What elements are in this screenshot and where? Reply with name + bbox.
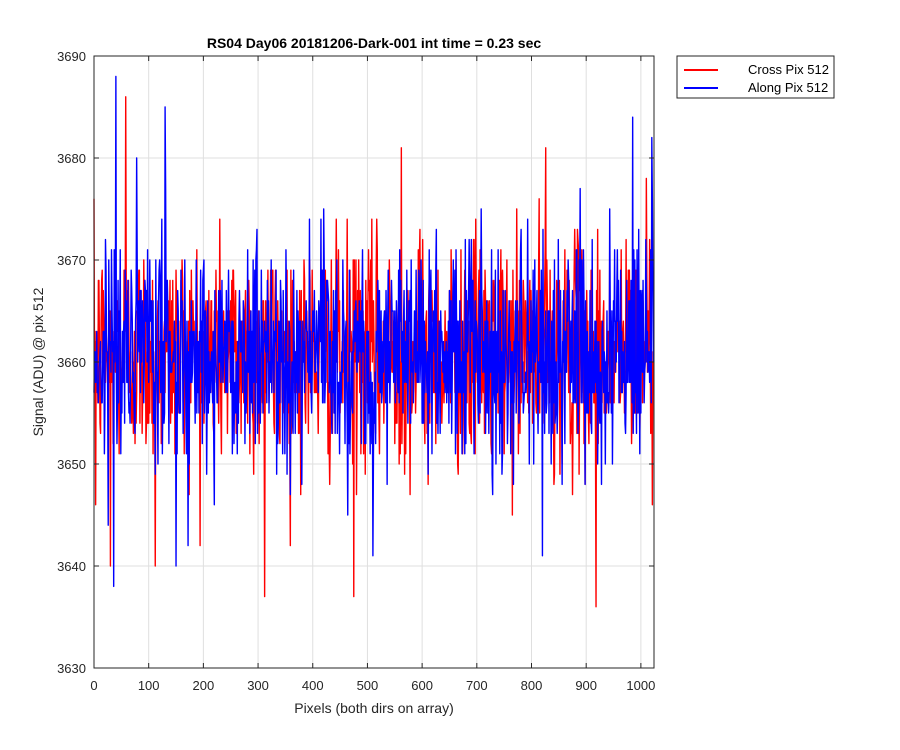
x-tick-label: 600 bbox=[411, 678, 433, 693]
y-axis-label: Signal (ADU) @ pix 512 bbox=[30, 287, 46, 436]
y-tick-label: 3670 bbox=[57, 253, 86, 268]
x-tick-label: 200 bbox=[193, 678, 215, 693]
legend-label-cross: Cross Pix 512 bbox=[748, 62, 829, 77]
x-tick-label: 800 bbox=[521, 678, 543, 693]
legend-label-along: Along Pix 512 bbox=[748, 80, 828, 95]
y-tick-label: 3630 bbox=[57, 661, 86, 676]
x-tick-label: 900 bbox=[575, 678, 597, 693]
x-tick-label: 1000 bbox=[626, 678, 655, 693]
axis-ticks: 0 100 200 300 400 500 600 700 800 900 1000 3630 3640… bbox=[57, 49, 655, 693]
y-tick-label: 3680 bbox=[57, 151, 86, 166]
x-tick-label: 500 bbox=[357, 678, 379, 693]
series-line-1 bbox=[93, 75, 655, 588]
legend[interactable]: Cross Pix 512 Along Pix 512 bbox=[676, 55, 835, 99]
x-tick-label: 300 bbox=[247, 678, 269, 693]
x-tick-label: 0 bbox=[90, 678, 97, 693]
y-tick-label: 3640 bbox=[57, 559, 86, 574]
x-tick-label: 100 bbox=[138, 678, 160, 693]
legend-box bbox=[676, 55, 835, 99]
series-layer bbox=[93, 75, 655, 608]
x-axis-label: Pixels (both dirs on array) bbox=[294, 700, 454, 716]
y-tick-label: 3690 bbox=[57, 49, 86, 64]
y-tick-label: 3660 bbox=[57, 355, 86, 370]
y-tick-label: 3650 bbox=[57, 457, 86, 472]
x-tick-label: 400 bbox=[302, 678, 324, 693]
chart-title: RS04 Day06 20181206-Dark-001 int time = … bbox=[207, 35, 541, 51]
x-tick-label: 700 bbox=[466, 678, 488, 693]
